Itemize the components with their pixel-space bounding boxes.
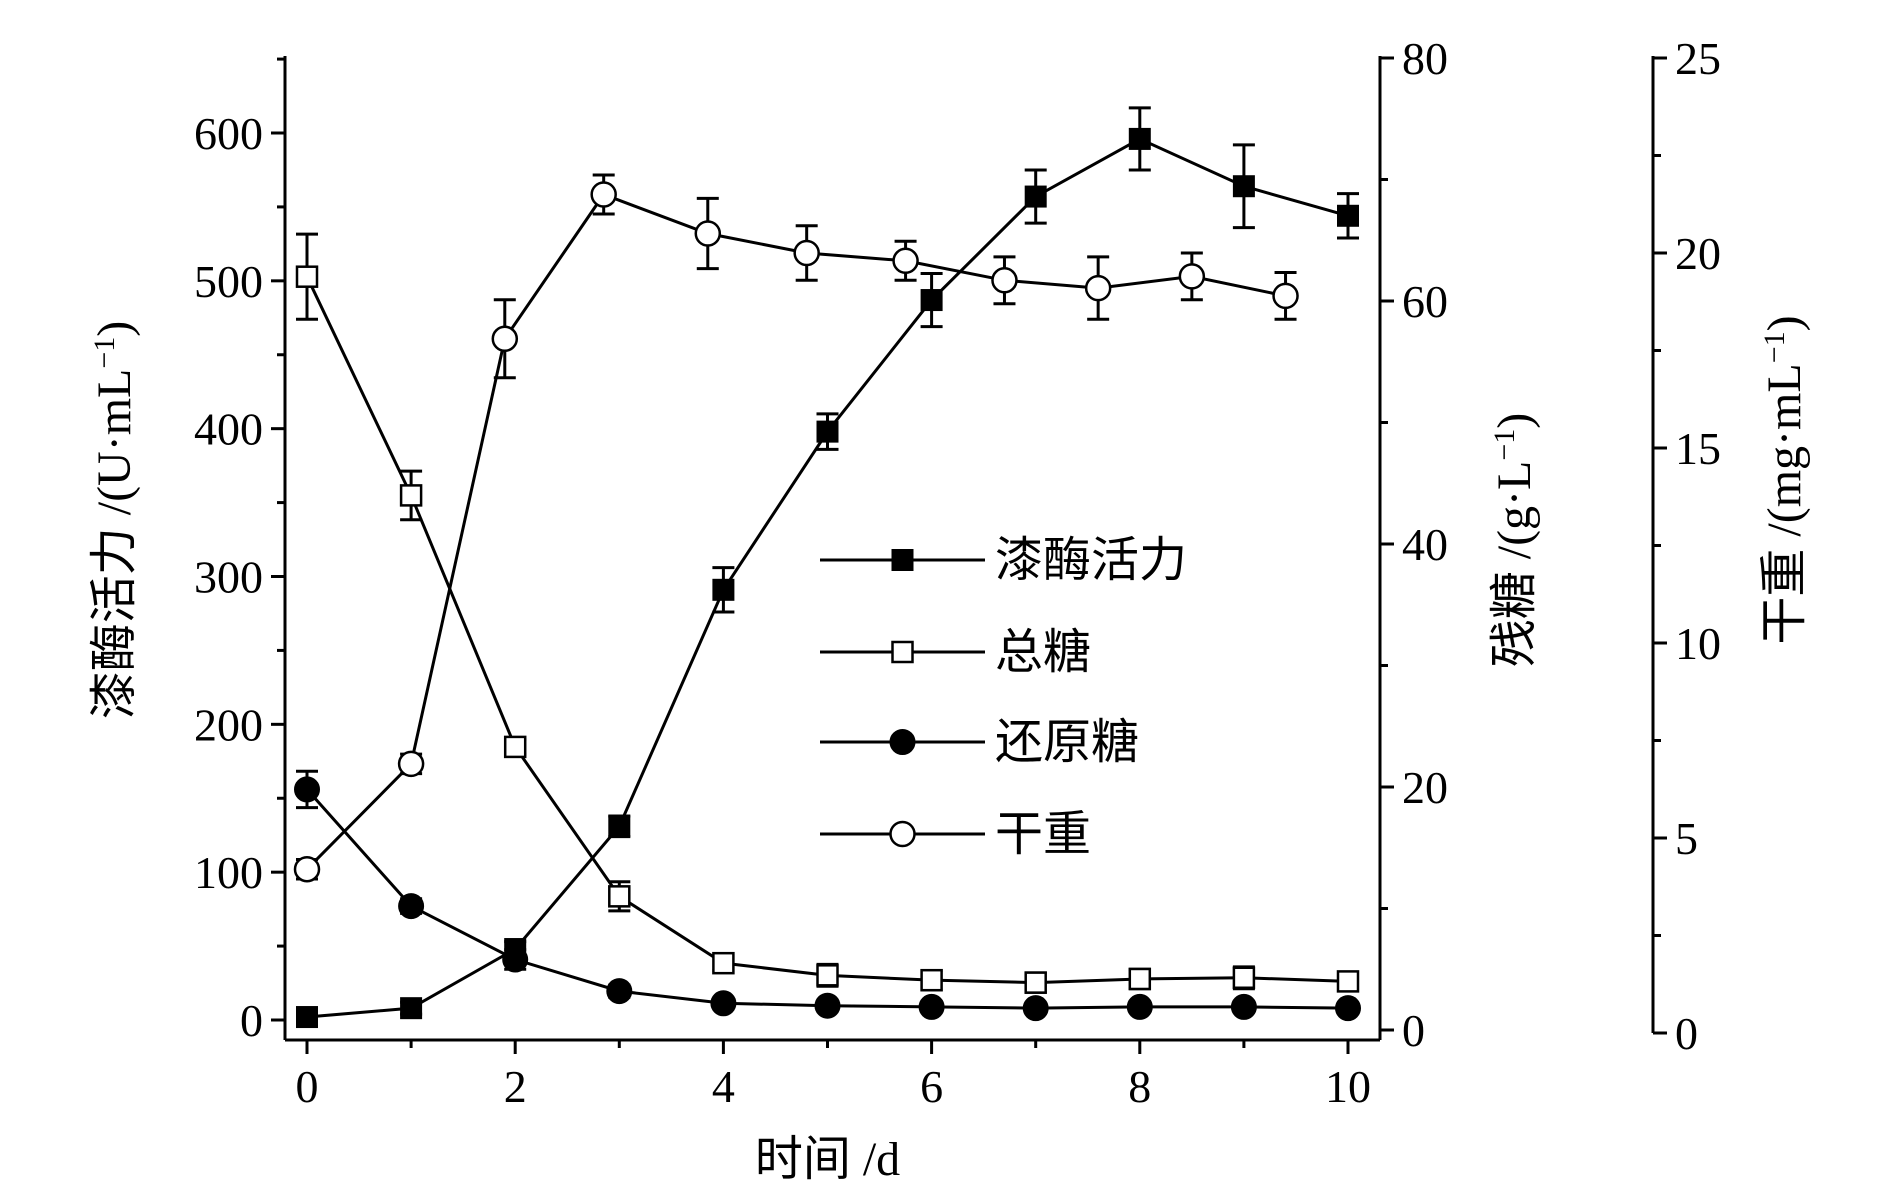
data-point — [920, 289, 943, 312]
data-point — [1022, 995, 1049, 1022]
data-point — [398, 893, 425, 920]
data-point — [920, 968, 943, 992]
legend-marker — [891, 549, 914, 571]
data-point — [503, 735, 527, 759]
axes-layer: 0 2 4 6 8 10010020030040050060002040608005101… — [88, 33, 1812, 1112]
data-point — [400, 997, 423, 1020]
data-point — [608, 815, 631, 838]
right1-tick-label: 20 — [1402, 762, 1448, 813]
right1-tick-label: 40 — [1402, 519, 1448, 570]
right2-axis-title: 干重 /(mg·mL−1) — [1758, 315, 1812, 644]
left-tick-label: 100 — [194, 847, 263, 898]
data-point — [1336, 970, 1360, 993]
series-2 — [295, 232, 1360, 994]
x-tick-label: 10 — [1325, 1061, 1371, 1112]
data-point — [1178, 263, 1206, 290]
legend-item: 还原糖 — [820, 716, 1139, 769]
series-line — [305, 276, 1349, 985]
data-point — [712, 951, 735, 975]
data-point — [1272, 282, 1299, 310]
data-point — [1024, 971, 1047, 994]
right1-tick-label: 0 — [1402, 1005, 1425, 1056]
data-point — [710, 990, 737, 1017]
data-point — [712, 578, 735, 601]
right2-tick-label: 0 — [1675, 1008, 1698, 1059]
x-tick-label: 6 — [920, 1061, 943, 1112]
x-axis-title: 时间 /d — [755, 1133, 900, 1186]
data-point — [397, 750, 425, 778]
legend-label: 还原糖 — [995, 716, 1139, 769]
left-axis-title: 漆酶活力 /(U·mL−1) — [88, 321, 142, 720]
data-point — [1232, 966, 1256, 990]
series-4 — [293, 173, 1299, 883]
legend-label: 总糖 — [995, 626, 1091, 679]
right1-tick-label: 80 — [1402, 33, 1448, 84]
series-1 — [296, 106, 1359, 1029]
right1-tick-label: 60 — [1402, 276, 1448, 327]
right2-tick-label: 20 — [1675, 228, 1721, 279]
data-point — [793, 239, 820, 267]
data-point — [1232, 175, 1255, 198]
data-point — [502, 946, 529, 973]
data-point — [991, 267, 1018, 294]
left-tick-label: 0 — [240, 995, 263, 1046]
x-tick-label: 2 — [504, 1061, 527, 1112]
data-point — [816, 964, 839, 987]
data-point — [590, 181, 617, 208]
right2-tick-label: 15 — [1675, 423, 1721, 474]
left-tick-label: 200 — [194, 699, 263, 750]
legend-label: 干重 — [995, 808, 1091, 861]
data-point — [606, 978, 633, 1005]
legend-marker — [891, 640, 914, 664]
legend-marker — [889, 729, 916, 755]
right2-tick-label: 10 — [1675, 618, 1721, 669]
data-point — [814, 992, 841, 1019]
legend-item: 总糖 — [820, 626, 1091, 679]
data-point — [694, 220, 722, 247]
data-point — [293, 855, 321, 883]
data-point — [608, 885, 631, 908]
data-point — [1337, 204, 1359, 227]
data-point — [1335, 995, 1361, 1022]
data-point — [1126, 993, 1153, 1020]
data-point — [1024, 185, 1047, 208]
data-point — [892, 247, 919, 275]
legend-marker — [889, 820, 916, 848]
series-3 — [294, 769, 1361, 1022]
left-tick-label: 300 — [194, 552, 263, 603]
data-point — [1128, 127, 1151, 150]
left-tick-label: 400 — [194, 404, 263, 455]
x-tick-label: 8 — [1128, 1061, 1151, 1112]
data-point — [1128, 967, 1152, 991]
legend-item: 干重 — [820, 808, 1091, 861]
data-point — [1230, 993, 1257, 1020]
data-point — [399, 484, 423, 507]
left-tick-label: 600 — [194, 108, 263, 159]
data-point — [294, 776, 320, 803]
right1-axis-title: 残糖 /(g·L−1) — [1488, 413, 1542, 668]
data-point — [918, 993, 945, 1020]
x-tick-label: 4 — [712, 1061, 735, 1112]
legend-label: 漆酶活力 — [995, 534, 1187, 587]
legend-item: 漆酶活力 — [820, 534, 1187, 587]
data-point — [816, 420, 839, 443]
series-layer — [293, 106, 1361, 1029]
right2-tick-label: 5 — [1675, 813, 1698, 864]
x-tick-label: 0 — [296, 1061, 319, 1112]
right2-tick-label: 25 — [1675, 33, 1721, 84]
data-point — [491, 325, 519, 353]
data-point — [1084, 274, 1112, 302]
left-tick-label: 500 — [194, 256, 263, 307]
data-point — [296, 1006, 318, 1029]
data-point — [295, 265, 319, 288]
